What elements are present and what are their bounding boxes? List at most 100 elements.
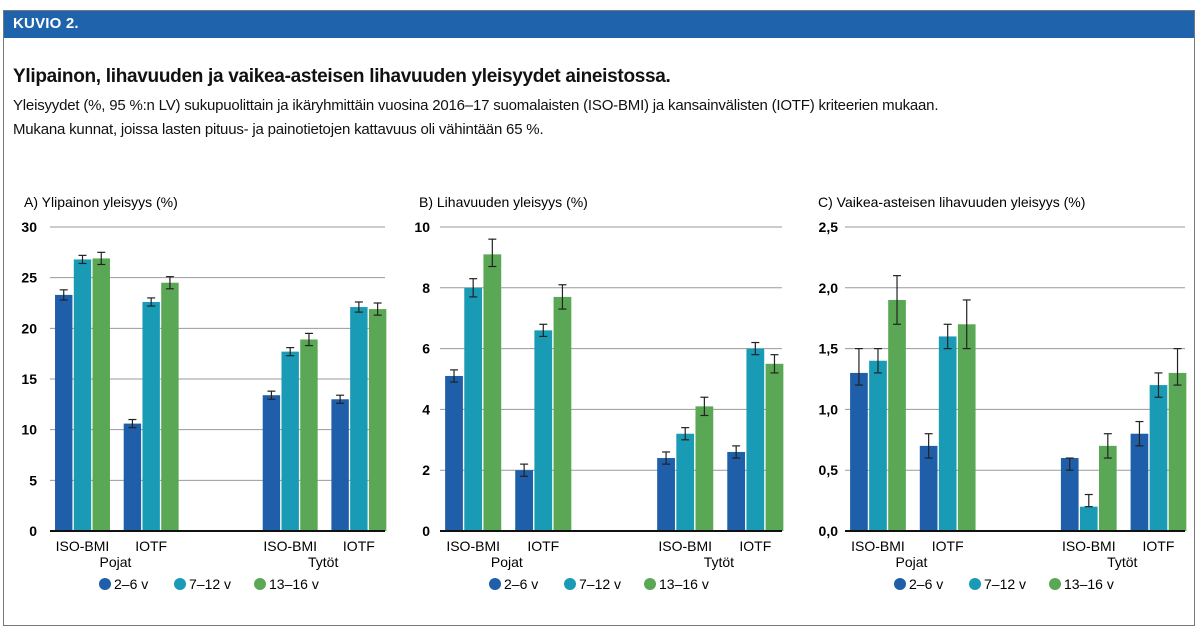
bar-7-12- <box>746 348 765 531</box>
x-group-label: Pojat <box>100 554 132 570</box>
bar-13-16- <box>888 299 906 531</box>
legend-label: 2–6 v <box>114 576 148 592</box>
bar-2-6- <box>445 375 463 531</box>
y-tick-label: 30 <box>21 219 37 235</box>
legend-label: 13–16 v <box>269 576 319 592</box>
figure-frame: KUVIO 2. Ylipainon, lihavuuden ja vaikea… <box>3 10 1195 626</box>
y-tick-label: 2,5 <box>819 219 839 235</box>
legend-label: 13–16 v <box>1064 576 1114 592</box>
bar-13-16- <box>765 363 784 531</box>
bar-2-6- <box>1060 458 1079 531</box>
bar-7-12- <box>142 301 160 531</box>
legend-marker <box>489 578 501 590</box>
bar-2-6- <box>1130 433 1149 531</box>
y-tick-label: 0 <box>422 523 430 539</box>
bar-13-16- <box>1168 372 1187 531</box>
x-category-label: ISO-BMI <box>658 538 712 554</box>
y-tick-label: 2 <box>422 462 430 478</box>
x-category-label: IOTF <box>527 538 559 554</box>
x-category-label: ISO-BMI <box>1062 538 1116 554</box>
legend-label: 7–12 v <box>579 576 621 592</box>
bar-2-6- <box>515 470 534 531</box>
y-tick-label: 10 <box>414 219 430 235</box>
legend-label: 7–12 v <box>189 576 231 592</box>
figure-subtitle-line1: Yleisyydet (%, 95 %:n LV) sukupuolittain… <box>13 97 939 114</box>
y-tick-label: 0,0 <box>819 523 839 539</box>
chart-c-severe-obesity: C) Vaikea-asteisen lihavuuden yleisyys (… <box>818 194 1187 592</box>
bar-7-12- <box>464 287 483 531</box>
x-category-label: IOTF <box>932 538 964 554</box>
bar-7-12- <box>676 433 695 531</box>
chart-b-obesity: B) Lihavuuden yleisyys (%) 0 2 4 6 8 10 ISO-BMI… <box>414 194 784 592</box>
bar-13-16- <box>300 339 318 531</box>
x-category-label: IOTF <box>343 538 375 554</box>
y-tick-label: 1,5 <box>819 341 839 357</box>
legend-marker <box>174 578 186 590</box>
x-category-label: ISO-BMI <box>446 538 500 554</box>
x-category-label: IOTF <box>739 538 771 554</box>
legend-label: 2–6 v <box>909 576 943 592</box>
legend-marker <box>969 578 981 590</box>
chart-a-overweight: A) Ylipainon yleisyys (%) 0 5 10 15 20 25 30 ISO… <box>21 194 387 592</box>
y-tick-label: 10 <box>21 422 37 438</box>
legend-marker <box>1049 578 1061 590</box>
figure-banner: KUVIO 2. <box>4 11 1194 38</box>
bar-2-6- <box>657 458 675 531</box>
bar-13-16- <box>1098 445 1117 531</box>
bar-2-6- <box>919 445 938 531</box>
legend-marker <box>894 578 906 590</box>
bar-7-12- <box>1079 506 1098 531</box>
legend-label: 13–16 v <box>659 576 709 592</box>
bar-13-16- <box>553 296 572 531</box>
y-tick-label: 4 <box>422 401 430 417</box>
panel-title: B) Lihavuuden yleisyys (%) <box>419 194 588 210</box>
bar-13-16- <box>957 324 976 531</box>
bar-2-6- <box>55 294 73 531</box>
bar-7-12- <box>1149 385 1168 531</box>
bar-2-6- <box>331 399 349 531</box>
y-tick-label: 2,0 <box>819 280 839 296</box>
legend-label: 7–12 v <box>984 576 1026 592</box>
bar-7-12- <box>350 307 368 531</box>
x-group-label: Pojat <box>491 554 523 570</box>
legend-marker <box>99 578 111 590</box>
bar-7-12- <box>534 330 553 531</box>
y-tick-label: 0,5 <box>819 462 839 478</box>
bar-7-12- <box>73 259 92 531</box>
figure-subtitle-line2: Mukana kunnat, joissa lasten pituus- ja … <box>13 121 544 138</box>
bar-2-6- <box>727 451 746 531</box>
x-group-label: Tytöt <box>704 554 734 570</box>
x-group-label: Pojat <box>896 554 928 570</box>
bar-13-16- <box>483 254 502 532</box>
figure-title: Ylipainon, lihavuuden ja vaikea-asteisen… <box>13 66 671 87</box>
legend-marker <box>564 578 576 590</box>
figure-label: KUVIO 2. <box>13 15 79 32</box>
x-category-label: ISO-BMI <box>851 538 905 554</box>
bar-13-16- <box>92 258 110 531</box>
bar-2-6- <box>850 372 868 531</box>
y-tick-label: 1,0 <box>819 401 839 417</box>
bar-7-12- <box>869 360 887 531</box>
bar-13-16- <box>161 282 179 531</box>
legend-marker <box>644 578 656 590</box>
y-tick-label: 20 <box>21 320 37 336</box>
x-category-label: IOTF <box>1143 538 1175 554</box>
bar-2-6- <box>123 423 142 531</box>
legend-marker <box>254 578 266 590</box>
y-tick-label: 5 <box>29 472 37 488</box>
x-category-label: IOTF <box>135 538 167 554</box>
y-tick-label: 15 <box>21 371 37 387</box>
y-tick-label: 8 <box>422 280 430 296</box>
x-category-label: ISO-BMI <box>263 538 317 554</box>
legend-label: 2–6 v <box>504 576 538 592</box>
y-tick-label: 0 <box>29 523 37 539</box>
panel-title: A) Ylipainon yleisyys (%) <box>24 194 178 210</box>
bar-13-16- <box>368 309 387 531</box>
x-group-label: Tytöt <box>1107 554 1137 570</box>
y-tick-label: 6 <box>422 341 430 357</box>
bar-13-16- <box>695 406 714 531</box>
bar-7-12- <box>938 336 957 531</box>
bar-2-6- <box>262 395 281 531</box>
bar-7-12- <box>281 351 299 531</box>
x-category-label: ISO-BMI <box>56 538 110 554</box>
